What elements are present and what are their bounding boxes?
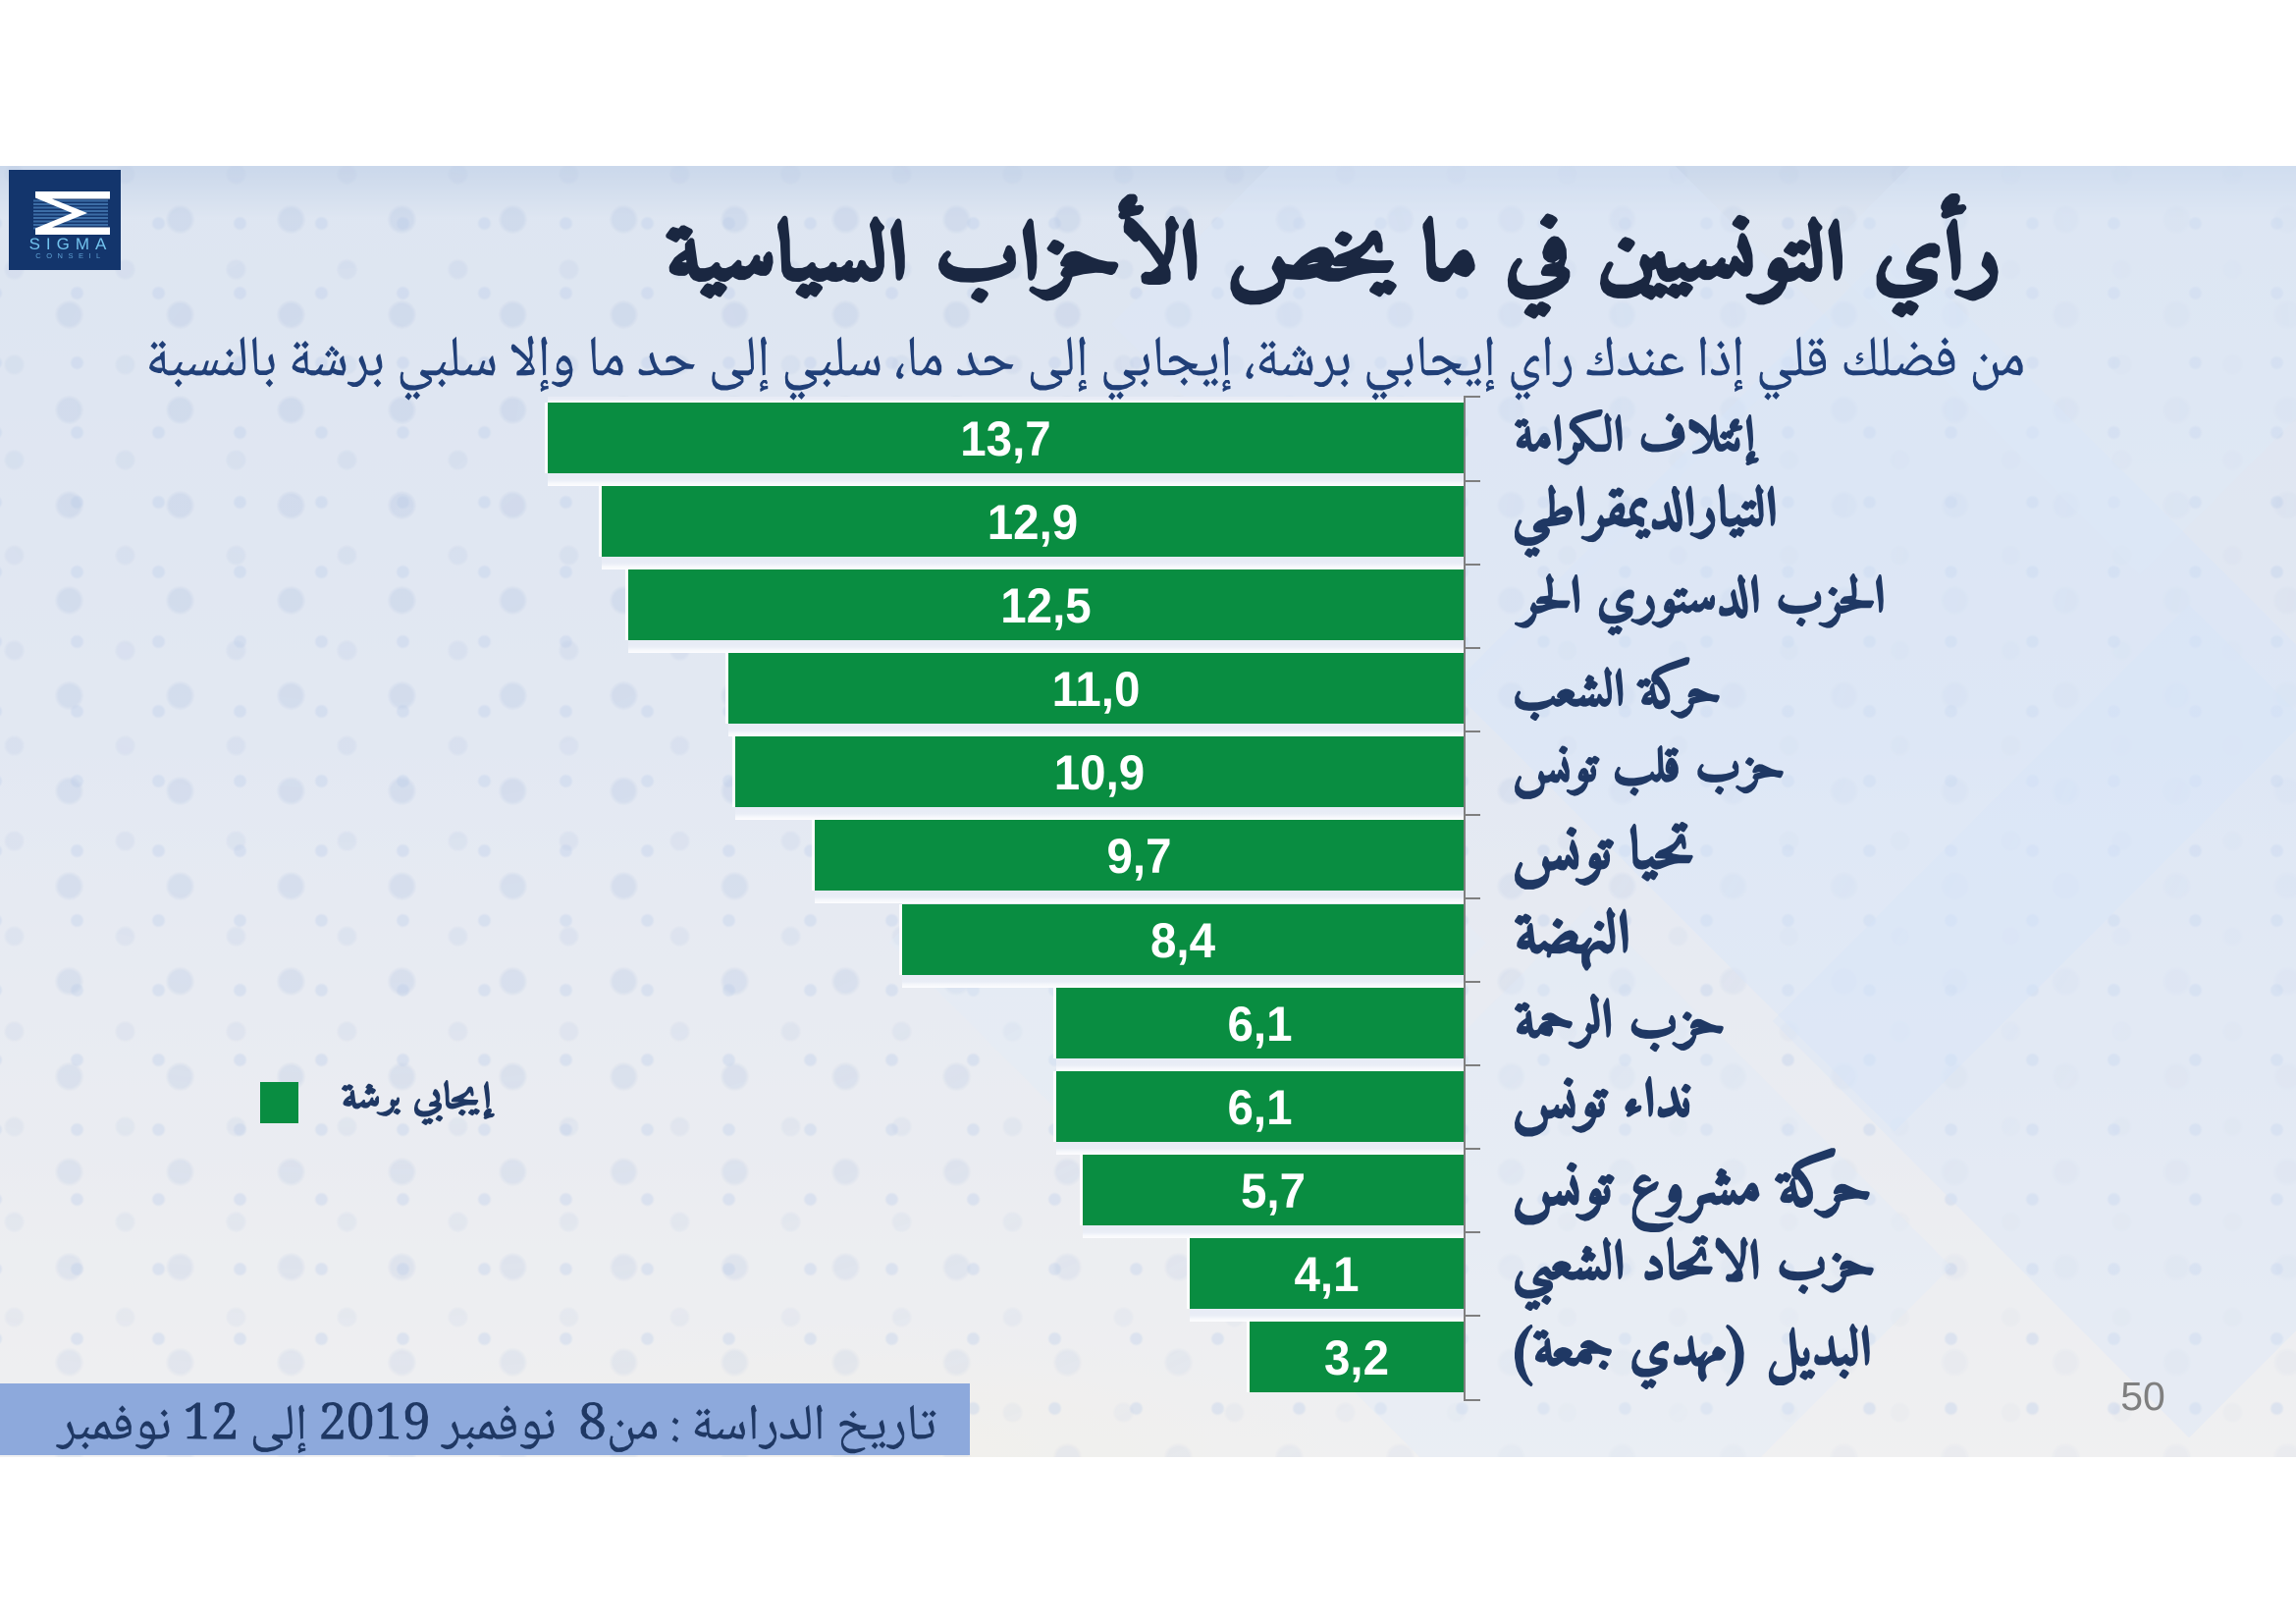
svg-text:SIGMA: SIGMA bbox=[29, 235, 113, 253]
svg-text:CONSEIL: CONSEIL bbox=[35, 251, 105, 260]
